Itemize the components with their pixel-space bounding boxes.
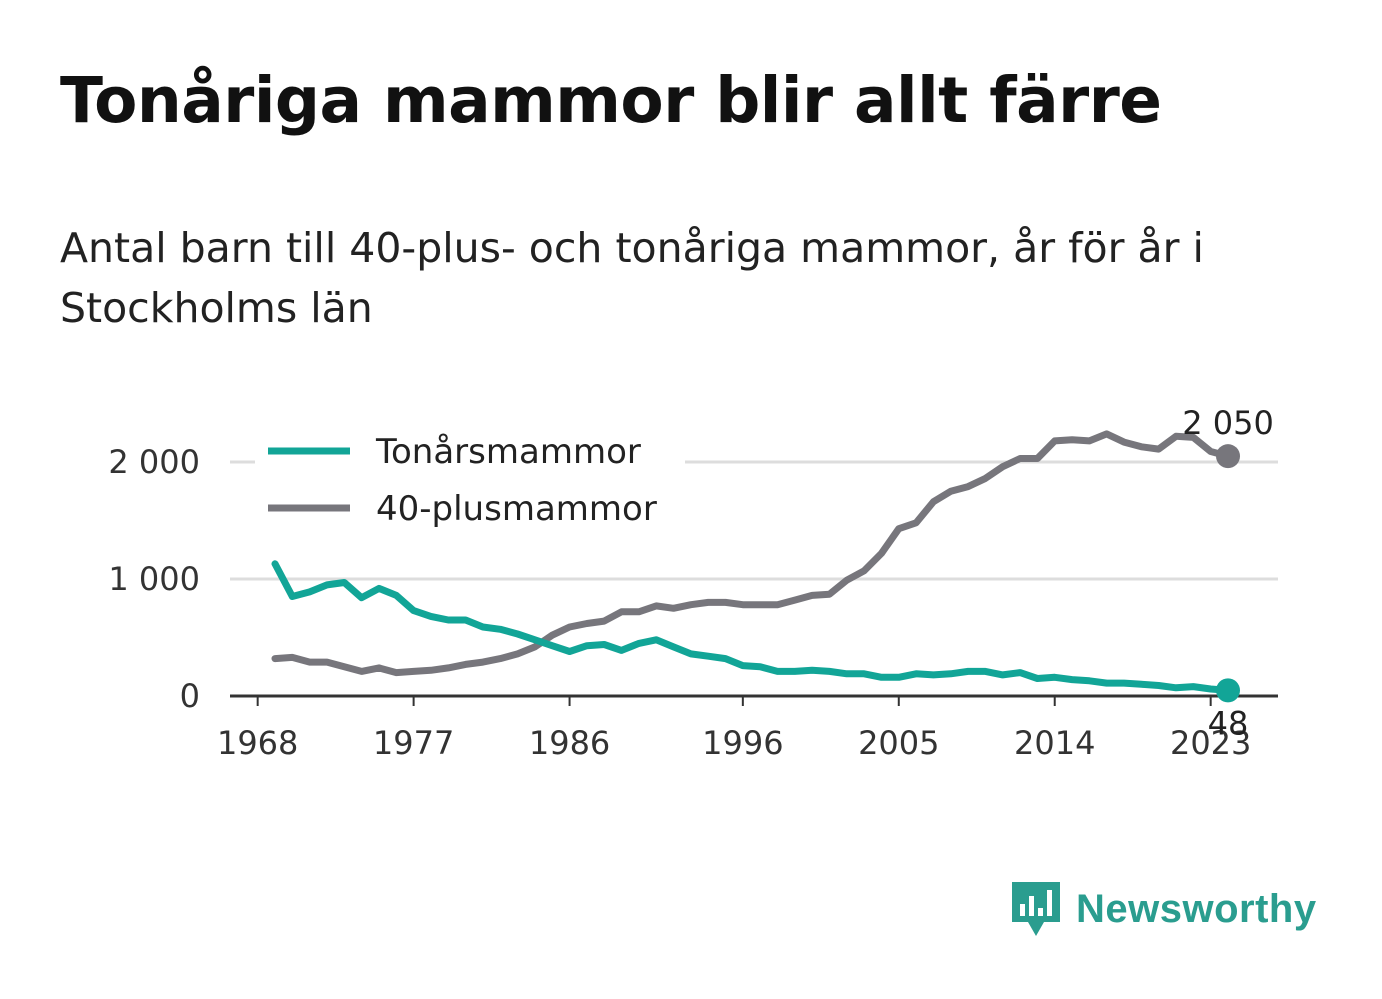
y-tick-label: 0: [180, 677, 200, 715]
y-tick-label: 1 000: [108, 560, 200, 598]
chart-title: Tonåriga mammor blir allt färre: [60, 64, 1162, 137]
chart-subtitle: Antal barn till 40-plus- och tonåriga ma…: [60, 224, 1204, 332]
brand: Newsworthy: [1010, 878, 1317, 940]
legend-label-tonarsmammor: Tonårsmammor: [375, 432, 641, 472]
legend-label-40-plusmammor: 40-plusmammor: [376, 489, 657, 529]
series-line-40-plusmammor: [271, 430, 1232, 677]
legend: Tonårsmammor 40-plusmammor: [255, 425, 685, 537]
newsworthy-logo-icon: [1012, 882, 1060, 936]
series: [271, 430, 1240, 703]
legend-background: [255, 425, 685, 537]
end-point-tonarsmammor: [1216, 678, 1240, 703]
end-label-tonarsmammor: 48: [1208, 704, 1249, 742]
end-point-40-plusmammor: [1216, 444, 1240, 469]
series-line-tonarsmammor: [271, 560, 1232, 694]
axes: 0 1 000 2 000 1968 1977 1986 1996 2005 2014 2023: [108, 443, 1278, 762]
end-labels: 2 050 48: [1182, 404, 1274, 742]
x-tick-label: 2014: [1014, 724, 1095, 762]
y-tick-label: 2 000: [108, 443, 200, 481]
x-tick-label: 2005: [858, 724, 939, 762]
x-tick-label: 1977: [373, 724, 454, 762]
x-tick-label: 2023: [1170, 724, 1251, 762]
x-tick-label: 1996: [702, 724, 783, 762]
x-tick-label: 1986: [529, 724, 610, 762]
brand-name: Newsworthy: [1076, 886, 1317, 931]
x-tick-label: 1968: [217, 724, 298, 762]
end-label-40-plusmammor: 2 050: [1182, 404, 1274, 442]
